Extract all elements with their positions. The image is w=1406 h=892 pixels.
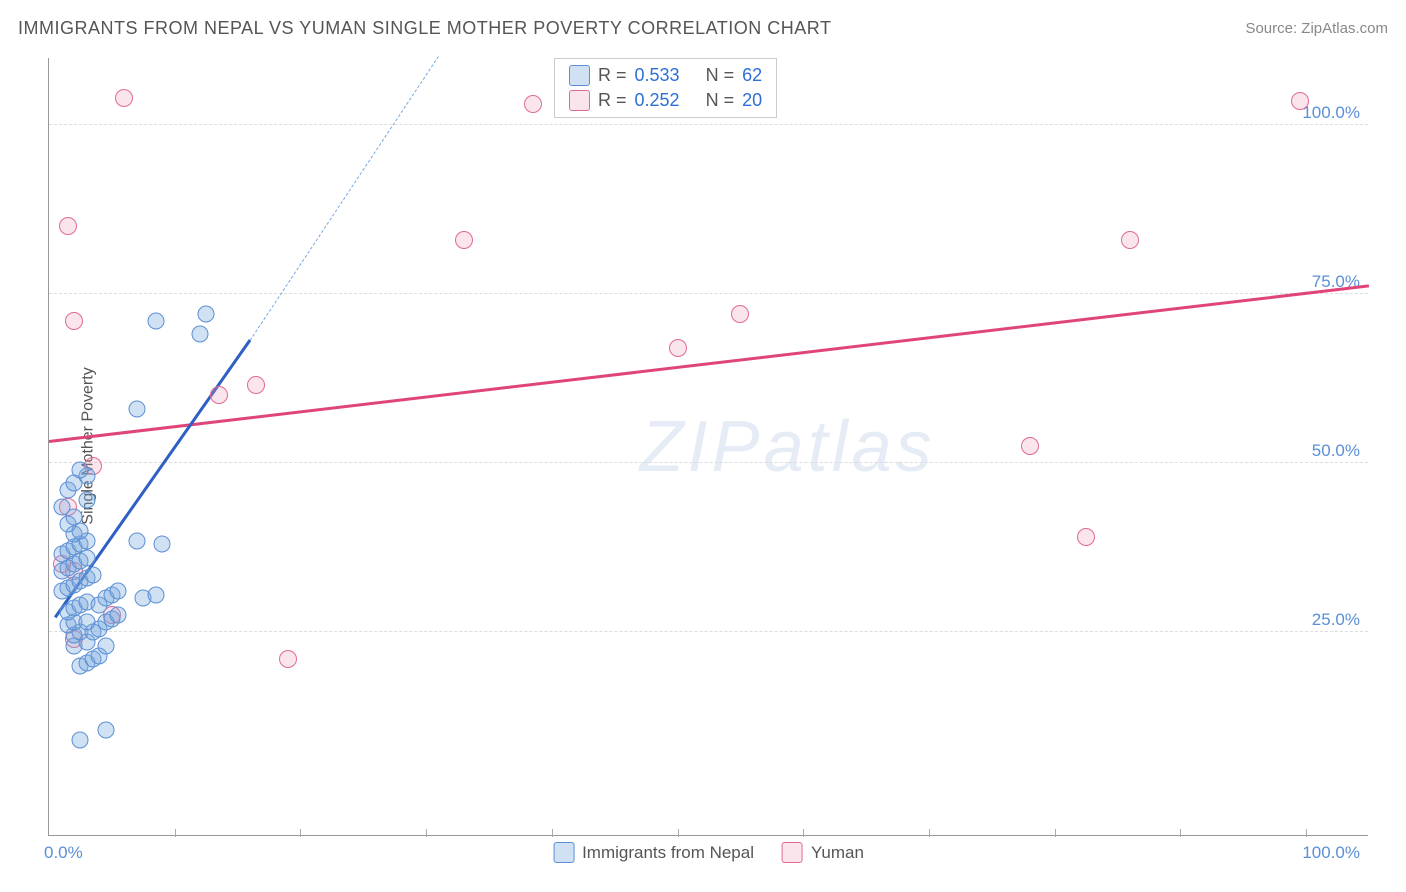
y-tick-label: 100.0% — [1302, 103, 1360, 123]
scatter-point — [147, 312, 164, 329]
x-tick-mark — [175, 829, 176, 837]
scatter-plot-area: ZIPatlas R = 0.533 N = 62 R = 0.252 N = … — [48, 58, 1368, 836]
scatter-point — [247, 376, 265, 394]
scatter-point — [669, 339, 687, 357]
gridline-horizontal — [49, 124, 1368, 125]
gridline-horizontal — [49, 631, 1368, 632]
chart-title: IMMIGRANTS FROM NEPAL VS YUMAN SINGLE MO… — [18, 18, 831, 39]
source-attribution: Source: ZipAtlas.com — [1245, 20, 1388, 37]
x-axis-min-label: 0.0% — [44, 843, 83, 863]
x-tick-mark — [929, 829, 930, 837]
scatter-point — [53, 498, 70, 515]
scatter-point — [731, 305, 749, 323]
scatter-point — [191, 326, 208, 343]
scatter-point — [97, 637, 114, 654]
scatter-point — [72, 732, 89, 749]
scatter-point — [1077, 528, 1095, 546]
scatter-point — [1021, 437, 1039, 455]
x-axis-max-label: 100.0% — [1302, 843, 1360, 863]
trend-line — [49, 285, 1369, 443]
scatter-point — [59, 217, 77, 235]
x-tick-mark — [426, 829, 427, 837]
scatter-point — [115, 89, 133, 107]
scatter-point — [455, 231, 473, 249]
x-tick-mark — [1180, 829, 1181, 837]
stats-row: R = 0.533 N = 62 — [569, 63, 762, 88]
scatter-point — [1291, 92, 1309, 110]
scatter-point — [110, 607, 127, 624]
x-tick-mark — [678, 829, 679, 837]
gridline-horizontal — [49, 293, 1368, 294]
gridline-horizontal — [49, 462, 1368, 463]
legend-item: Yuman — [782, 842, 864, 863]
scatter-point — [78, 613, 95, 630]
x-tick-mark — [300, 829, 301, 837]
stats-row: R = 0.252 N = 20 — [569, 88, 762, 113]
scatter-point — [85, 566, 102, 583]
trend-line — [250, 56, 439, 341]
x-tick-mark — [1306, 829, 1307, 837]
scatter-point — [524, 95, 542, 113]
scatter-point — [110, 583, 127, 600]
scatter-point — [129, 532, 146, 549]
correlation-stats-box: R = 0.533 N = 62 R = 0.252 N = 20 — [554, 58, 777, 118]
swatch-icon — [553, 842, 574, 863]
scatter-point — [97, 722, 114, 739]
y-tick-label: 50.0% — [1312, 441, 1360, 461]
scatter-point — [78, 492, 95, 509]
x-tick-mark — [552, 829, 553, 837]
scatter-point — [1121, 231, 1139, 249]
scatter-point — [147, 586, 164, 603]
x-tick-mark — [1055, 829, 1056, 837]
swatch-icon — [569, 90, 590, 111]
scatter-point — [65, 312, 83, 330]
scatter-point — [72, 461, 89, 478]
swatch-icon — [782, 842, 803, 863]
y-tick-label: 25.0% — [1312, 610, 1360, 630]
scatter-point — [129, 400, 146, 417]
watermark: ZIPatlas — [640, 406, 936, 488]
scatter-point — [210, 386, 228, 404]
scatter-point — [279, 650, 297, 668]
legend-item: Immigrants from Nepal — [553, 842, 754, 863]
series-legend: Immigrants from Nepal Yuman — [553, 842, 864, 863]
scatter-point — [154, 536, 171, 553]
scatter-point — [198, 306, 215, 323]
x-tick-mark — [803, 829, 804, 837]
swatch-icon — [569, 65, 590, 86]
